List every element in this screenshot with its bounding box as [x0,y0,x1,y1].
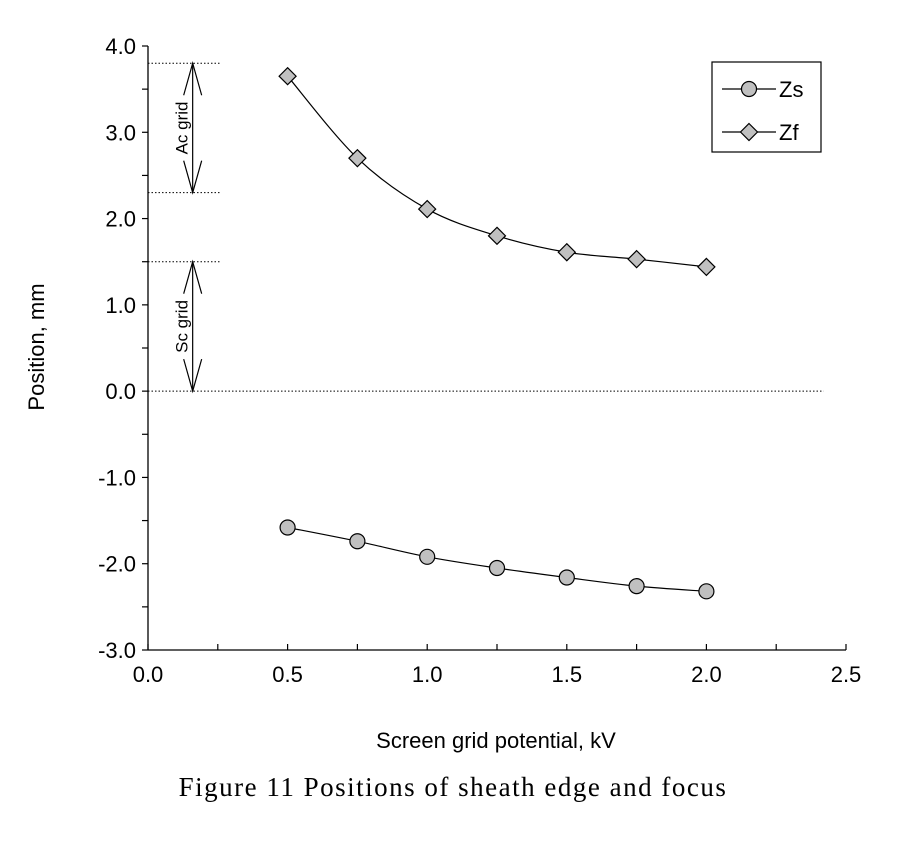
series-zs-point [419,548,436,565]
x-tick-label: 1.0 [412,662,443,687]
series-zs-line [287,526,707,592]
ac-grid-arrow-head-down [183,160,203,195]
series-zs-point [558,569,575,586]
x-tick-label: 1.5 [552,662,583,687]
axes [142,45,847,651]
legend: Zs Zf [711,61,822,153]
ac-grid-arrow-head-up [183,61,203,96]
y-tick-label: 0.0 [105,379,136,404]
series-zs-point [628,578,645,595]
series-zf-point [487,226,507,246]
ac-grid-label: Ac grid [173,102,192,155]
series-zs-point [349,533,366,550]
y-tick-label: -2.0 [98,552,136,577]
x-tick-label: 2.0 [691,662,722,687]
series-zf-point [278,66,297,86]
x-axis-title: Screen grid potential, kV [376,728,616,753]
legend-box [711,61,822,153]
sc-grid-arrow-head-down [183,358,203,394]
legend-marker-zs [740,80,758,98]
sc-grid-label: Sc grid [173,300,192,353]
series-zf-point [348,148,367,168]
y-tick-label: -3.0 [98,638,136,663]
sc-grid-arrow-head-up [183,259,203,294]
legend-label-zs: Zs [779,77,803,102]
grid-annotations: Ac grid Sc grid [173,61,203,394]
x-tick-label: 0.0 [133,662,164,687]
x-tick-label: 0.5 [272,662,303,687]
series-zs-point [279,519,296,536]
y-axis-title: Position, mm [24,283,49,410]
legend-label-zf: Zf [779,120,799,145]
series-zs-point [488,559,506,577]
x-tick-label: 2.5 [831,662,862,687]
series-zs-point [698,583,715,600]
y-tick-label: -1.0 [98,465,136,490]
tick-labels: 4.03.02.01.00.0-1.0-2.0-3.00.0 0.5 1.0 1.5 2… [98,34,861,687]
y-tick-label: 2.0 [105,207,136,232]
series-zf-point [557,242,577,262]
series-layer [278,66,716,600]
figure-caption: Figure 11 Positions of sheath edge and f… [178,772,728,802]
y-tick-label: 3.0 [105,120,136,145]
series-zf-point [417,199,437,219]
y-tick-label: 1.0 [105,293,136,318]
series-zf-point [627,249,646,269]
reference-lines [148,62,824,392]
series-zf-point [697,257,716,277]
y-tick-label: 4.0 [105,34,136,59]
legend-marker-zf [739,122,759,142]
